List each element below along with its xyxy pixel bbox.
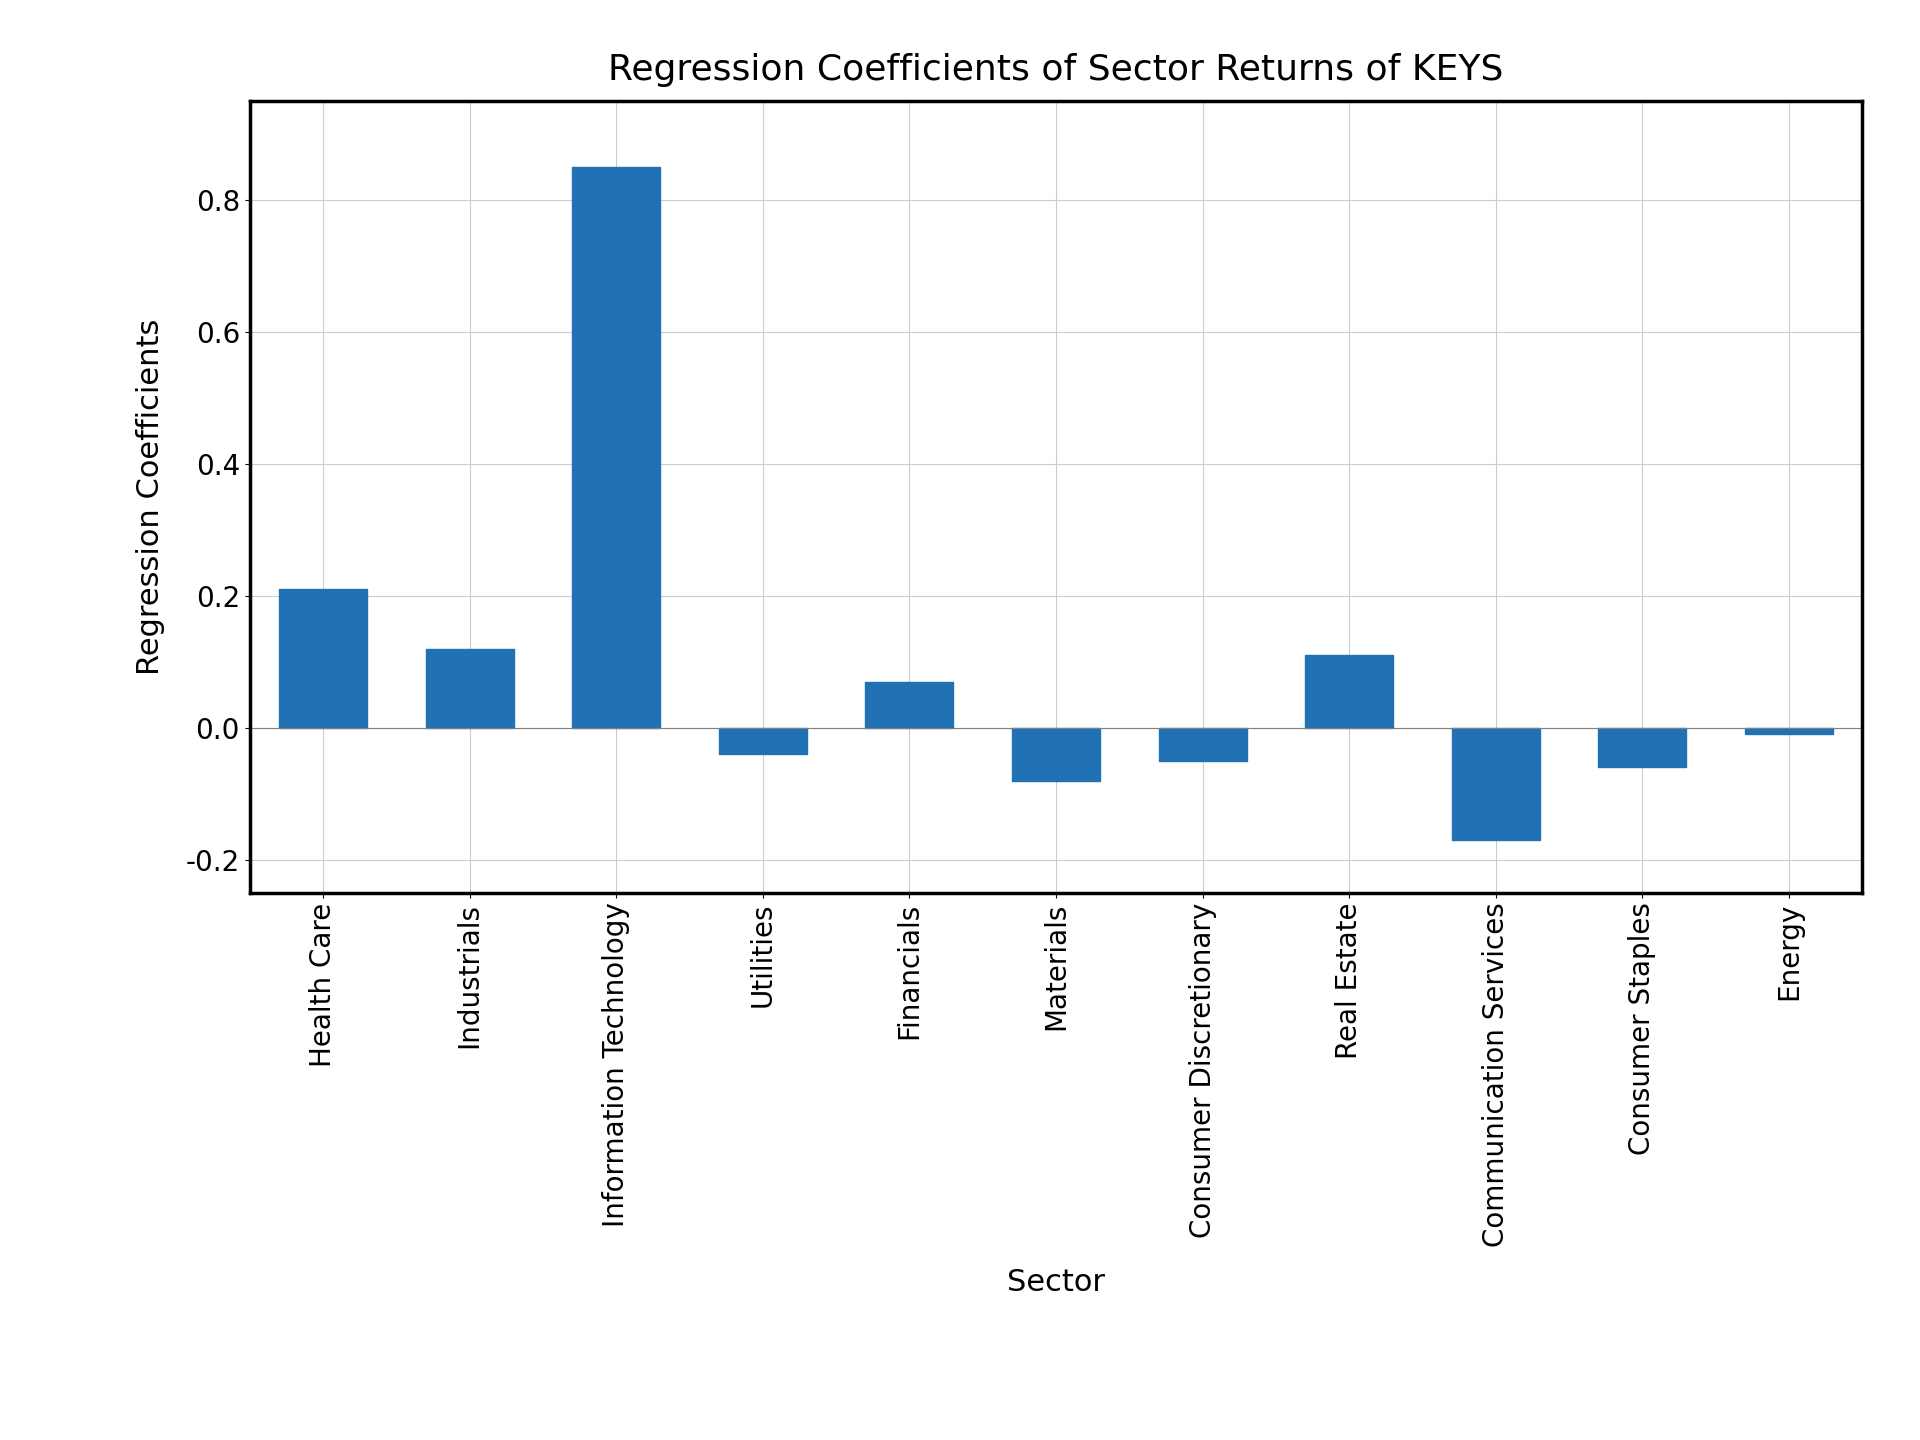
Title: Regression Coefficients of Sector Returns of KEYS: Regression Coefficients of Sector Return…: [609, 53, 1503, 86]
Bar: [866, 681, 954, 727]
Bar: [1745, 727, 1834, 734]
Bar: [572, 167, 660, 727]
Bar: [1599, 727, 1686, 768]
Y-axis label: Regression Coefficients: Regression Coefficients: [136, 318, 165, 675]
Bar: [1012, 727, 1100, 780]
Bar: [1306, 655, 1394, 727]
X-axis label: Sector: Sector: [1006, 1269, 1106, 1297]
Bar: [1452, 727, 1540, 840]
Bar: [278, 589, 367, 727]
Bar: [426, 648, 513, 727]
Bar: [718, 727, 806, 755]
Bar: [1158, 727, 1246, 760]
